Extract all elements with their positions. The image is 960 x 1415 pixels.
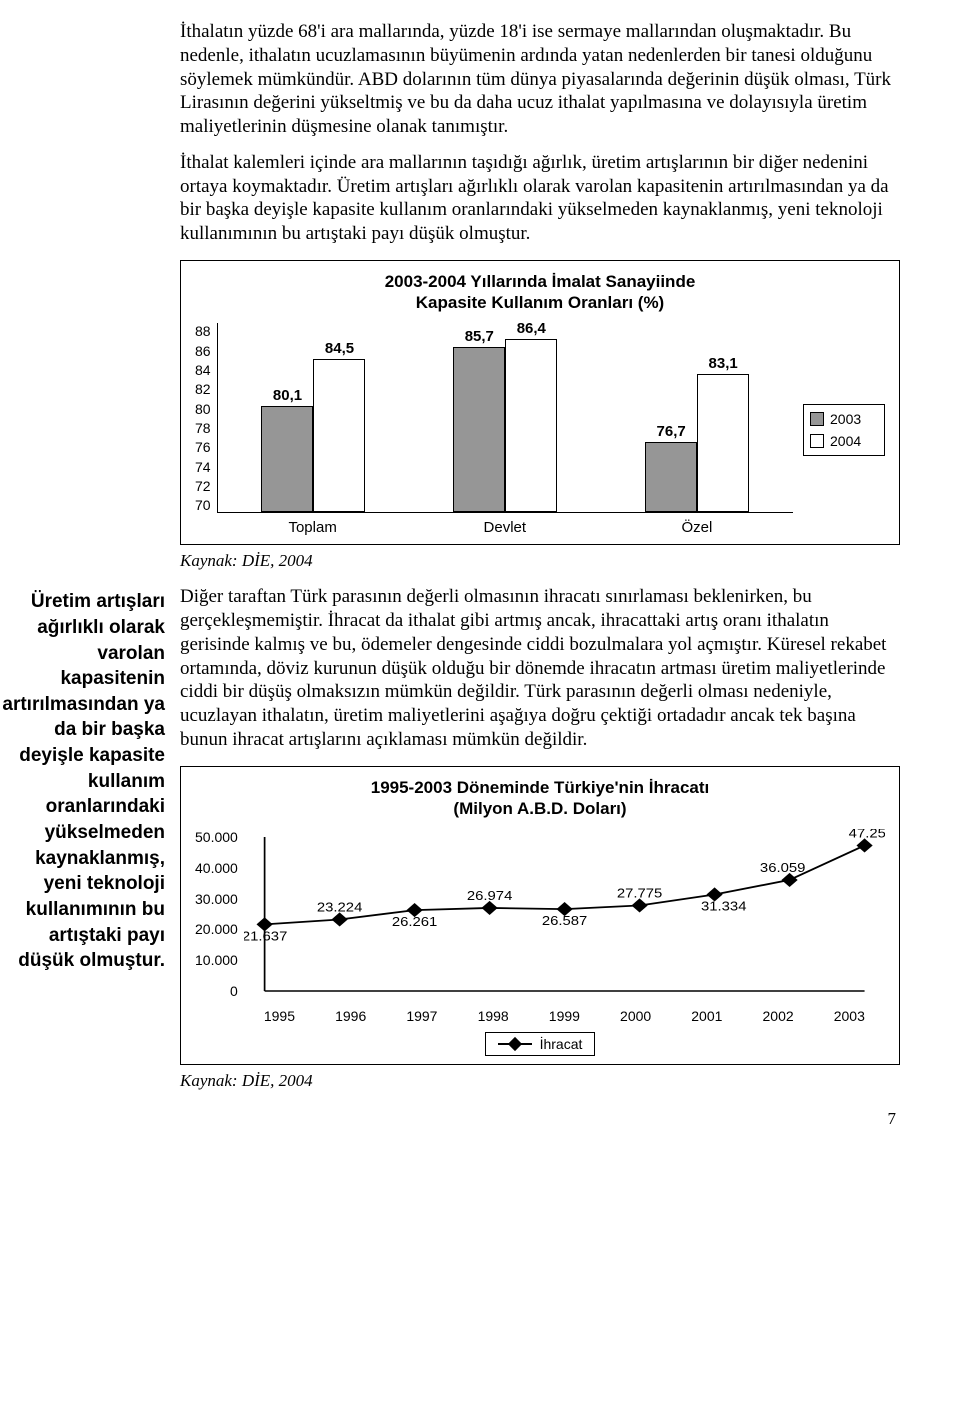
bar-chart-y-axis: 88 86 84 82 80 78 76 74 72 70	[195, 323, 217, 513]
bar: 84,5	[313, 359, 365, 512]
bar: 80,1	[261, 406, 313, 513]
bar: 76,7	[645, 442, 697, 513]
bar-y-tick: 84	[195, 362, 211, 378]
bar-y-tick: 86	[195, 343, 211, 359]
line-point-label: 23.224	[317, 899, 363, 914]
line-y-tick: 30.000	[195, 891, 238, 907]
page-number: 7	[180, 1109, 900, 1129]
line-chart-source: Kaynak: DİE, 2004	[180, 1071, 900, 1091]
bar-value-label: 80,1	[273, 387, 302, 404]
paragraph-3: Diğer taraftan Türk parasının değerli ol…	[180, 585, 900, 751]
legend-row: 2004	[810, 433, 878, 449]
line-chart-series-name: İhracat	[540, 1036, 583, 1052]
line-x-label: 1995	[244, 1008, 315, 1024]
bar-x-label: Devlet	[409, 519, 601, 536]
line-x-label: 1999	[529, 1008, 600, 1024]
legend-marker-icon	[498, 1043, 532, 1045]
line-point-label: 26.587	[542, 913, 588, 928]
bar-value-label: 84,5	[325, 340, 354, 357]
bar-y-tick: 82	[195, 381, 211, 397]
bar-y-tick: 88	[195, 323, 211, 339]
bar-chart-x-labels: ToplamDevletÖzel	[217, 519, 793, 536]
line-point-label: 26.974	[467, 888, 513, 903]
line-point-label: 31.334	[701, 898, 747, 913]
line-y-tick: 10.000	[195, 952, 238, 968]
line-point-label: 47.253	[849, 829, 885, 840]
bar-chart-plot-area: 80,184,585,786,476,783,1	[217, 323, 793, 513]
bar-value-label: 76,7	[657, 423, 686, 440]
line-chart-container: 1995-2003 Döneminde Türkiye'nin İhracatı…	[180, 766, 900, 1066]
bar-value-label: 85,7	[465, 328, 494, 345]
bar-y-tick: 72	[195, 478, 211, 494]
bar-value-label: 86,4	[517, 320, 546, 337]
line-x-label: 2001	[671, 1008, 742, 1024]
bar-category-group: 85,786,4	[409, 323, 601, 512]
line-x-label: 2003	[814, 1008, 885, 1024]
line-x-label: 2002	[742, 1008, 813, 1024]
bar: 86,4	[505, 339, 557, 512]
line-x-label: 2000	[600, 1008, 671, 1024]
legend-label: 2004	[830, 433, 861, 449]
bar-chart-title-line2: Kapasite Kullanım Oranları (%)	[416, 293, 664, 312]
paragraph-2: İthalat kalemleri içinde ara mallarının …	[180, 151, 900, 246]
line-point-label: 36.059	[760, 860, 806, 875]
bar-chart-source: Kaynak: DİE, 2004	[180, 551, 900, 571]
line-point-label: 21.637	[244, 928, 288, 943]
line-chart-y-axis: 50.000 40.000 30.000 20.000 10.000 0	[195, 829, 244, 999]
line-x-label: 1998	[458, 1008, 529, 1024]
bar-x-label: Özel	[601, 519, 793, 536]
legend-label: 2003	[830, 411, 861, 427]
bar-value-label: 83,1	[709, 355, 738, 372]
bar-x-label: Toplam	[217, 519, 409, 536]
bar-category-group: 76,783,1	[601, 323, 793, 512]
legend-row: 2003	[810, 411, 878, 427]
line-x-label: 1997	[386, 1008, 457, 1024]
bar: 83,1	[697, 374, 749, 512]
line-point-label: 26.261	[392, 914, 438, 929]
bar-y-tick: 78	[195, 420, 211, 436]
line-chart-legend-wrap: İhracat	[195, 1032, 885, 1056]
bar-y-tick: 80	[195, 401, 211, 417]
line-chart-plot: 21.637 23.224 26.261 26.974 26.587 27.775 31.3…	[244, 829, 885, 999]
paragraph-1: İthalatın yüzde 68'i ara mallarında, yüz…	[180, 20, 900, 139]
line-y-tick: 0	[230, 983, 238, 999]
bar-chart-title: 2003-2004 Yıllarında İmalat Sanayiinde K…	[195, 271, 885, 314]
bar-y-tick: 74	[195, 459, 211, 475]
bar-chart-container: 2003-2004 Yıllarında İmalat Sanayiinde K…	[180, 260, 900, 546]
line-y-tick: 20.000	[195, 921, 238, 937]
bar-y-tick: 76	[195, 439, 211, 455]
line-chart-x-labels: 199519961997199819992000200120022003	[244, 1008, 885, 1024]
bar-chart-title-line1: 2003-2004 Yıllarında İmalat Sanayiinde	[385, 272, 696, 291]
line-y-tick: 50.000	[195, 829, 238, 845]
line-point-label: 27.775	[617, 885, 663, 900]
bar-y-tick: 70	[195, 497, 211, 513]
legend-swatch	[810, 434, 824, 448]
legend-swatch	[810, 412, 824, 426]
line-chart-title: 1995-2003 Döneminde Türkiye'nin İhracatı…	[195, 777, 885, 820]
bar-chart-legend: 2003 2004	[803, 404, 885, 456]
line-chart-title-line2: (Milyon A.B.D. Doları)	[453, 799, 626, 818]
bar: 85,7	[453, 347, 505, 513]
line-chart-legend: İhracat	[485, 1032, 596, 1056]
line-x-label: 1996	[315, 1008, 386, 1024]
bar-category-group: 80,184,5	[218, 323, 410, 512]
sidebar-pull-quote: Üretim artışları ağırlıklı olarak varola…	[0, 589, 165, 974]
line-chart-title-line1: 1995-2003 Döneminde Türkiye'nin İhracatı	[371, 778, 710, 797]
line-y-tick: 40.000	[195, 860, 238, 876]
